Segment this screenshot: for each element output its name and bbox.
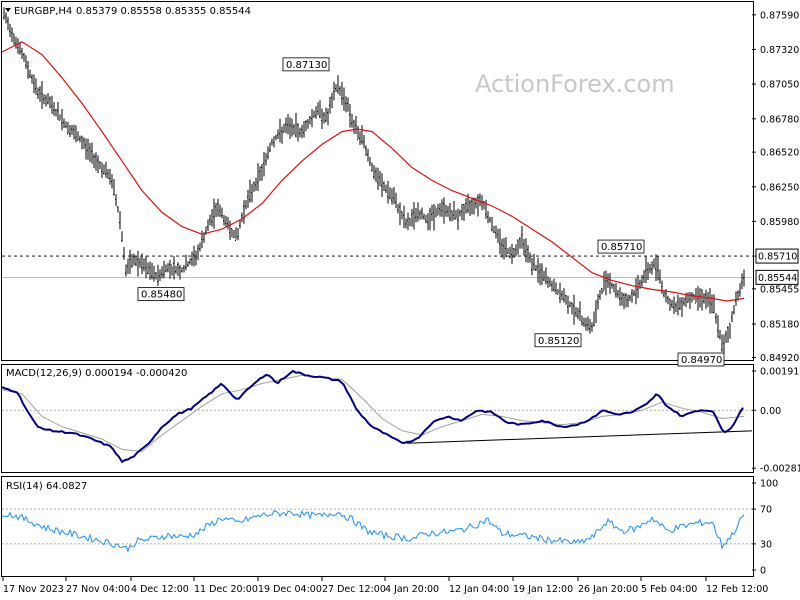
watermark: ActionForex.com <box>475 70 675 98</box>
price-tick-label: 0.85180 <box>760 320 799 331</box>
rsi-label: RSI(14) 64.0827 <box>6 481 87 492</box>
macd-layer: 0.001911 0.00 -0.002816 <box>1 366 800 475</box>
time-tick-label: 12 Feb 12:00 <box>706 584 768 595</box>
annotation-box <box>677 352 725 367</box>
annotation-label: 0.87130 <box>286 60 327 71</box>
current-price-box <box>755 269 799 285</box>
time-tick-label: 4 Jan 20:00 <box>385 584 439 595</box>
macd-tick-label: 0.001911 <box>760 366 800 377</box>
time-tick-label: 27 Nov 04:00 <box>66 584 130 595</box>
macd-line <box>1 369 744 464</box>
macd-tick-label: -0.002816 <box>760 464 800 475</box>
rsi-tick-label: 70 <box>760 505 772 516</box>
rsi-tick-label: 100 <box>760 479 778 490</box>
header-title: EURGBP,H4 0.85379 0.85558 0.85355 0.8554… <box>5 6 251 17</box>
rsi-layer: 100 70 30 0 <box>1 479 778 577</box>
time-tick-label: 12 Jan 04:00 <box>449 584 509 595</box>
rsi-tick-label: 0 <box>760 566 766 577</box>
time-tick-label: 26 Jan 20:00 <box>578 584 638 595</box>
time-tick-label: 19 Dec 04:00 <box>258 584 322 595</box>
annotation-box <box>282 57 330 72</box>
macd-panel <box>1 364 754 473</box>
annotation-box <box>534 333 582 348</box>
annotations: 0.87130 0.85480 0.85710 0.85120 0.84970 <box>137 57 725 367</box>
price-tick-label: 0.87050 <box>760 80 799 91</box>
price-tick-label: 0.85455 <box>760 284 799 295</box>
price-tick-label: 0.87590 <box>760 10 799 21</box>
time-axis: 17 Nov 2023 27 Nov 04:00 4 Dec 12:00 11 Dec… <box>2 577 768 595</box>
macd-trendline <box>406 430 753 444</box>
price-tick-label: 0.86250 <box>760 182 799 193</box>
annotation-label: 0.85710 <box>601 242 642 253</box>
price-tick-label: 0.86520 <box>760 148 799 159</box>
moving-average-line <box>1 41 745 302</box>
ohlc-label: 0.85379 0.85558 0.85355 0.85544 <box>76 6 251 17</box>
time-tick-label: 11 Dec 20:00 <box>194 584 258 595</box>
dropdown-triangle-icon[interactable] <box>5 8 11 12</box>
annotation-label: 0.85120 <box>538 336 579 347</box>
time-tick-label: 27 Dec 12:00 <box>322 584 386 595</box>
price-layer <box>1 7 752 354</box>
time-tick-label: 4 Dec 12:00 <box>131 584 189 595</box>
symbol-label: EURGBP,H4 <box>14 6 72 17</box>
rsi-panel <box>1 476 754 577</box>
annotation-label: 0.84970 <box>681 355 722 366</box>
rsi-line <box>1 509 745 554</box>
time-tick-label: 17 Nov 2023 <box>3 584 64 595</box>
time-tick-label: 19 Jan 12:00 <box>513 584 573 595</box>
price-tick-label: 0.84920 <box>760 353 799 364</box>
price-tick-label: 0.87320 <box>760 45 799 56</box>
rsi-tick-label: 30 <box>760 539 772 550</box>
price-tick-label: 0.85980 <box>760 217 799 228</box>
time-tick-label: 5 Feb 04:00 <box>641 584 697 595</box>
current-price-label: 0.85544 <box>758 273 797 284</box>
macd-label: MACD(12,26,9) 0.000194 -0.000420 <box>6 368 187 379</box>
price-axis: 0.87590 0.87320 0.87050 0.86780 0.86520 0.862… <box>752 10 799 364</box>
annotation-box <box>137 287 185 301</box>
reference-level-box <box>755 248 799 264</box>
annotation-box <box>597 239 645 254</box>
price-tick-label: 0.86780 <box>760 114 799 125</box>
reference-level-label: 0.85710 <box>758 252 797 263</box>
macd-tick-label: 0.00 <box>760 406 781 417</box>
annotation-label: 0.85480 <box>141 290 182 301</box>
